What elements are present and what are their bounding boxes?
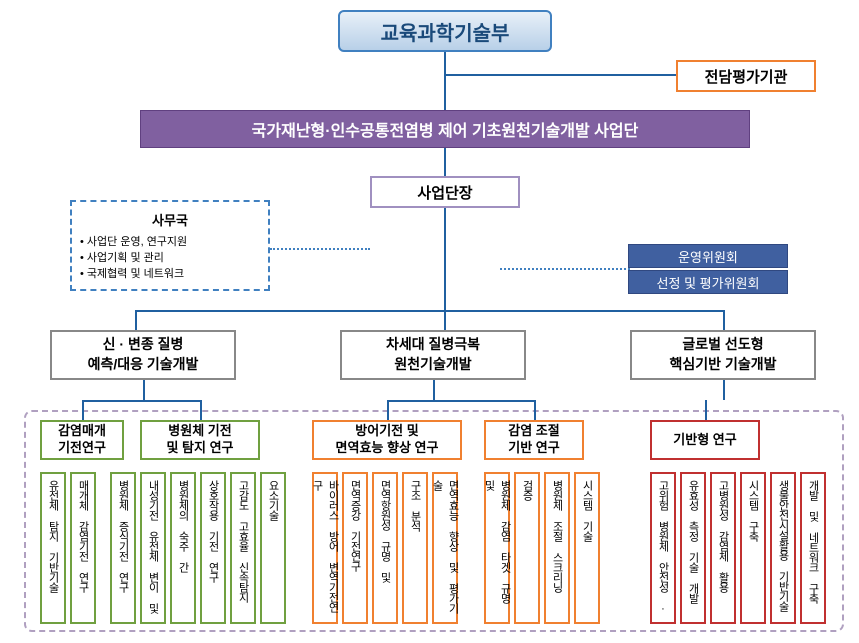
leaf-22: 개발 및 네트워크 구축: [800, 472, 826, 624]
node-sub-3: 감염 조절 기반 연구: [484, 420, 584, 460]
director-label: 사업단장: [417, 182, 472, 203]
node-sub-4: 기반형 연구: [650, 420, 760, 460]
eval-label: 전담평가기관: [705, 66, 788, 87]
comm2-label: 선정 및 평가위원회: [657, 273, 760, 292]
node-sub-1: 병원체 기전 및 탐지 연구: [140, 420, 260, 460]
leaf-15: 병원체 조절 스크리닝: [544, 472, 570, 624]
node-category-2: 글로벌 선도형 핵심기반 기술개발: [630, 330, 816, 380]
node-ministry: 교육과학기술부: [338, 10, 552, 52]
leaf-5: 상호작용 기전 연구: [200, 472, 226, 624]
node-committee-2: 선정 및 평가위원회: [628, 270, 788, 294]
line-cat-down-1: [433, 380, 435, 400]
line-cat-down-0: [143, 380, 145, 400]
leaf-21: 생물안전시설활용 기반기술: [770, 472, 796, 624]
leaf-12: 면역효능 향상 및 평가기술: [432, 472, 458, 624]
node-category-1: 차세대 질병극복 원천기술개발: [340, 330, 526, 380]
leaf-14: 검증: [514, 472, 540, 624]
leaf-20: 시스템 구축: [740, 472, 766, 624]
line-sub-drop-1: [200, 400, 202, 420]
leaf-19: 고병원성 감염체 활용: [710, 472, 736, 624]
dline-comm: [500, 268, 630, 270]
leaf-7: 요소기술: [260, 472, 286, 624]
leaf-10: 면역항원성 규명 및: [372, 472, 398, 624]
node-category-0: 신 · 변종 질병 예측/대응 기술개발: [50, 330, 236, 380]
line-sub-drop-3: [534, 400, 536, 420]
line-v-cat2: [444, 310, 446, 330]
node-sub-0: 감염매개 기전연구: [40, 420, 124, 460]
leaf-11: 구조 분석: [402, 472, 428, 624]
line-sub-drop-4: [705, 400, 707, 420]
leaf-2: 병원체 증식기전 연구: [110, 472, 136, 624]
ministry-label: 교육과학기술부: [381, 17, 510, 46]
node-secretariat: 사무국 • 사업단 운영, 연구지원 • 사업기획 및 관리 • 국제협력 및 …: [70, 200, 270, 291]
leaf-8: 바이러스 방어 변역기전연구: [312, 472, 338, 624]
line-h-sub-1: [387, 400, 536, 402]
sec-item-2: • 국제협력 및 네트워크: [80, 265, 260, 281]
leaf-6: 고감도 고효율 신속탐지: [230, 472, 256, 624]
line-cat-down-2: [723, 380, 725, 400]
line-sub-drop-0: [82, 400, 84, 420]
sec-item-1: • 사업기획 및 관리: [80, 249, 260, 265]
leaf-0: 유전체 탐지 기반기술: [40, 472, 66, 624]
leaf-1: 매개체 감염기전 연구: [70, 472, 96, 624]
leaf-4: 병원체의 숙주 간: [170, 472, 196, 624]
dline-sec: [270, 248, 370, 250]
line-h-sub-0: [82, 400, 202, 402]
node-program: 국가재난형·인수공통전염병 제어 기초원천기술개발 사업단: [140, 110, 750, 148]
leaf-18: 유효성 측정 기술 개발: [680, 472, 706, 624]
line-h-cats: [135, 310, 725, 312]
node-sub-2: 방어기전 및 면역효능 향상 연구: [312, 420, 462, 460]
line-h-eval: [444, 74, 676, 76]
leaf-16: 시스템 기술: [574, 472, 600, 624]
comm1-label: 운영위원회: [678, 247, 738, 266]
line-v-purple-dir: [444, 148, 446, 176]
leaf-9: 면역증강 기전연구: [342, 472, 368, 624]
line-v-cat3: [723, 310, 725, 330]
line-v-cat1: [135, 310, 137, 330]
program-label: 국가재난형·인수공통전염병 제어 기초원천기술개발 사업단: [252, 117, 639, 141]
node-committee-1: 운영위원회: [628, 244, 788, 268]
leaf-13: 병원체 감염 타겟 규명 및: [484, 472, 510, 624]
leaf-3: 내성기전 유전체 변이 및: [140, 472, 166, 624]
node-director: 사업단장: [370, 176, 520, 208]
line-sub-drop-2: [387, 400, 389, 420]
sec-item-0: • 사업단 운영, 연구지원: [80, 233, 260, 249]
line-v-top: [444, 52, 446, 110]
node-eval-agency: 전담평가기관: [676, 60, 816, 92]
sec-title: 사무국: [80, 210, 260, 229]
leaf-17: 고위험 병원체 안전성 ·: [650, 472, 676, 624]
line-v-dir-down: [444, 208, 446, 310]
